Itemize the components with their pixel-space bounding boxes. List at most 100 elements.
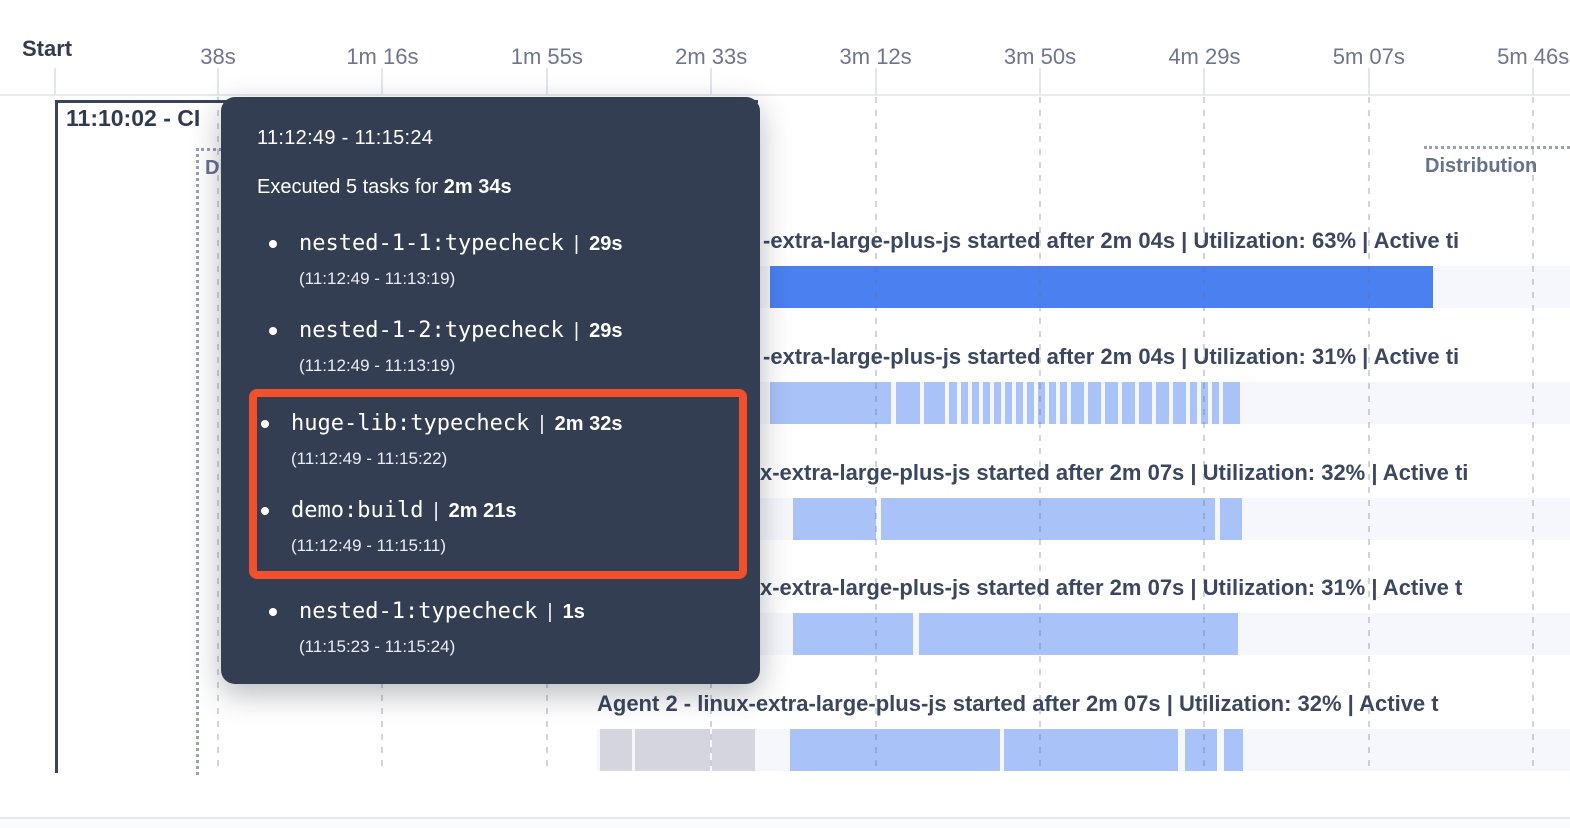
task-name: nested-1-1:typecheck bbox=[299, 231, 564, 256]
agent-row-title: x-extra-large-plus-js started after 2m 0… bbox=[760, 575, 1463, 601]
bottom-divider bbox=[0, 817, 1570, 819]
bullet-icon bbox=[269, 608, 277, 616]
task-duration: 29s bbox=[589, 320, 623, 342]
axis-tick-label: 5m 46s bbox=[1497, 44, 1570, 69]
axis-tick-label: 4m 29s bbox=[1168, 44, 1241, 69]
agent-task-segment[interactable] bbox=[600, 729, 632, 771]
bottom-strip bbox=[0, 819, 1570, 828]
tooltip-task-item: huge-lib:typecheck | 2m 32s (11:12:49 - 11:… bbox=[257, 409, 739, 470]
agent-task-segment[interactable] bbox=[1016, 381, 1023, 424]
agent-task-segment[interactable] bbox=[994, 381, 1001, 424]
task-separator: | bbox=[539, 413, 545, 435]
axis-tick-label: 3m 50s bbox=[1003, 44, 1077, 69]
tooltip-task-item: nested-1:typecheck | 1s (11:15:23 - 11:15:2… bbox=[257, 597, 724, 658]
axis-tick-mark bbox=[54, 68, 56, 94]
axis-tick-mark bbox=[217, 68, 219, 94]
axis-tick-label: 3m 12s bbox=[839, 44, 912, 69]
agent-row-title: -extra-large-plus-js started after 2m 04… bbox=[763, 228, 1460, 253]
task-line: nested-1-1:typecheck | 29s bbox=[257, 229, 724, 261]
tooltip-task-item: nested-1-1:typecheck | 29s (11:12:49 - 11:1… bbox=[257, 229, 724, 290]
agent-task-segment[interactable] bbox=[881, 497, 1215, 540]
axis-tick-label: 2m 33s bbox=[675, 44, 748, 69]
agent-task-segment[interactable] bbox=[1122, 381, 1135, 424]
bullet-icon bbox=[261, 507, 269, 515]
agent-task-segment[interactable] bbox=[635, 729, 710, 771]
axis-tick-mark bbox=[1039, 68, 1041, 94]
agent-task-segment[interactable] bbox=[949, 381, 957, 424]
tooltip-summary-prefix: Executed 5 tasks for bbox=[257, 176, 439, 198]
agent-task-segment[interactable] bbox=[1027, 381, 1034, 424]
agent-task-segment[interactable] bbox=[972, 381, 979, 424]
agent-task-segment[interactable] bbox=[793, 613, 913, 656]
task-separator: | bbox=[547, 601, 553, 623]
axis-tick-mark bbox=[381, 68, 384, 94]
agent-task-segment[interactable] bbox=[1190, 381, 1197, 424]
task-duration: 29s bbox=[589, 233, 623, 255]
task-time-range: (11:12:49 - 11:13:19) bbox=[299, 356, 456, 375]
agent-task-segment[interactable] bbox=[1224, 729, 1243, 771]
tooltip-task-list: nested-1-1:typecheck | 29s (11:12:49 - 11:1… bbox=[249, 229, 747, 658]
task-separator: | bbox=[573, 320, 580, 342]
gridline bbox=[217, 97, 219, 773]
agent-task-segment[interactable] bbox=[1223, 381, 1240, 424]
task-line: nested-1:typecheck | 1s bbox=[257, 597, 724, 629]
task-separator: | bbox=[573, 233, 580, 255]
agent-task-segment[interactable] bbox=[1201, 381, 1208, 424]
agent-task-segment[interactable] bbox=[1049, 381, 1056, 424]
task-duration: 2m 21s bbox=[448, 500, 517, 522]
axis-tick-label: 5m 07s bbox=[1332, 44, 1405, 69]
agent-task-segment[interactable] bbox=[924, 381, 945, 424]
agent-task-segment[interactable] bbox=[790, 729, 1000, 771]
gridline bbox=[1532, 97, 1535, 773]
agent-task-segment[interactable] bbox=[1173, 381, 1186, 424]
axis-tick-label: 1m 55s bbox=[510, 44, 583, 69]
axis-tick-label: 38s bbox=[200, 44, 236, 69]
bullet-icon bbox=[261, 420, 269, 428]
task-name: nested-1:typecheck bbox=[299, 599, 538, 624]
task-name: demo:build bbox=[291, 498, 424, 523]
task-time-range: (11:12:49 - 11:13:19) bbox=[299, 269, 456, 288]
agent-task-segment[interactable] bbox=[1185, 729, 1217, 771]
agent-task-segment[interactable] bbox=[1088, 381, 1101, 424]
agent-task-segment[interactable] bbox=[896, 381, 920, 424]
axis-tick-mark bbox=[874, 68, 877, 94]
axis-tick-mark bbox=[710, 68, 713, 94]
agent-task-segment[interactable] bbox=[1071, 381, 1084, 424]
tooltip-summary: Executed 5 tasks for 2m 34s bbox=[257, 176, 724, 199]
axis-tick-mark bbox=[1203, 68, 1206, 94]
agent-task-segment[interactable] bbox=[1004, 729, 1178, 771]
agent-task-segment[interactable] bbox=[983, 381, 990, 424]
agent-task-segment[interactable] bbox=[961, 381, 968, 424]
distribution-annotation-right: Distribution bbox=[1424, 146, 1570, 186]
task-time-range: (11:15:23 - 11:15:24) bbox=[299, 637, 456, 656]
tooltip-task-item: nested-1-2:typecheck | 29s (11:12:49 - 11:1… bbox=[257, 316, 724, 377]
distribution-label-right: Distribution bbox=[1425, 155, 1538, 177]
task-time-range: (11:12:49 - 11:15:11) bbox=[291, 536, 446, 555]
task-line: huge-lib:typecheck | 2m 32s bbox=[257, 409, 739, 441]
agent-task-segment[interactable] bbox=[1060, 381, 1067, 424]
axis-tick-mark bbox=[545, 68, 548, 94]
gridline bbox=[1367, 97, 1370, 773]
agent-task-segment[interactable] bbox=[770, 266, 1433, 308]
tooltip-time-range: 11:12:49 - 11:15:24 bbox=[257, 127, 434, 149]
agent-task-segment[interactable] bbox=[1156, 381, 1169, 424]
task-time-range: (11:12:49 - 11:15:22) bbox=[291, 449, 448, 468]
bullet-icon bbox=[269, 327, 277, 335]
agent-task-segment[interactable] bbox=[1105, 381, 1118, 424]
task-separator: | bbox=[433, 500, 439, 522]
agent-task-segment[interactable] bbox=[793, 497, 876, 540]
agent-task-segment[interactable] bbox=[1038, 381, 1045, 424]
agent-task-segment[interactable] bbox=[712, 729, 755, 771]
agent-row-title: -extra-large-plus-js started after 2m 04… bbox=[763, 343, 1460, 369]
agent-task-segment[interactable] bbox=[1139, 381, 1152, 424]
agent-task-segment[interactable] bbox=[1220, 497, 1242, 540]
agent-task-segment[interactable] bbox=[1212, 381, 1219, 424]
agent-task-segment[interactable] bbox=[919, 613, 1238, 656]
agent-task-segment[interactable] bbox=[770, 381, 891, 424]
task-line: demo:build | 2m 21s bbox=[257, 496, 739, 528]
gridline bbox=[1203, 97, 1206, 773]
gridline bbox=[1039, 97, 1041, 773]
agent-task-segment[interactable] bbox=[1005, 381, 1012, 424]
axis-start-label: Start bbox=[22, 36, 73, 61]
distribution-label-left: Di bbox=[205, 157, 225, 179]
